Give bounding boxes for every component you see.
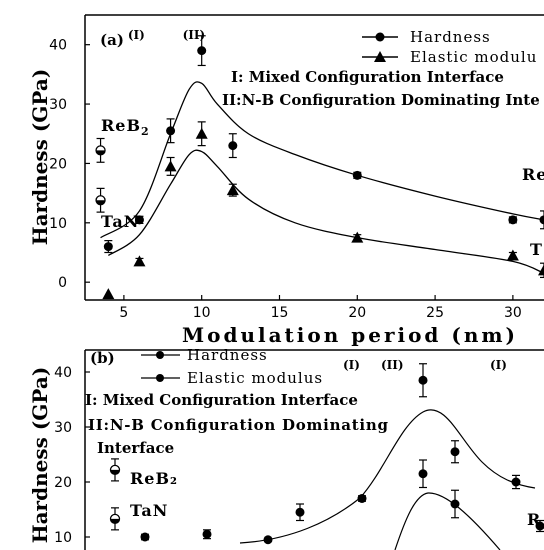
panel-a-re-edge-label: Re: [522, 165, 544, 184]
panel-b-reference-points: [109, 458, 121, 531]
panel-a-annotation-1: I: Mixed Configuration Interface: [231, 68, 504, 86]
panel-a-modulus-point: [538, 264, 544, 276]
panel-b-tan-label: TaN: [130, 501, 168, 520]
panel-a-hardness-point: [352, 170, 362, 180]
panel-b-hardness-point: [535, 521, 544, 531]
panel-b-ytick-label: 10: [54, 530, 72, 546]
panel-a-ref-point-half: [96, 150, 106, 155]
panel-b-hardness-point: [295, 507, 305, 517]
panel-a-t-edge-label: T: [530, 240, 543, 259]
legend-a-hardness-marker: [375, 32, 385, 42]
panel-a-modulus-point: [506, 249, 519, 261]
panel-b-ytick-label: 30: [54, 420, 72, 436]
panel-b-annotation-2: II:N-B Configuration Dominating: [88, 416, 389, 434]
panel-a-hardness-point: [197, 46, 207, 56]
panel-a-tan-label: TaN: [101, 212, 139, 231]
panel-a-hardness-point: [228, 141, 238, 151]
panel-a-xtick-label: 5: [119, 305, 128, 321]
panel-b-region-3: (I): [490, 358, 507, 372]
panel-a-hardness-point: [539, 215, 544, 225]
panel-b-annotation-1: I: Mixed Configuration Interface: [85, 391, 358, 409]
panel-b-hardness-point: [140, 532, 150, 542]
panel-b-region-1: (I): [343, 358, 360, 372]
panel-a-ytick-label: 40: [49, 38, 67, 54]
panel-a-hardness-point: [134, 215, 144, 225]
legend-b-hardness-label: Hardness: [187, 346, 268, 364]
panel-a-fit-curve-1: [100, 81, 544, 239]
panel-b-annotation-3: Interface: [97, 439, 174, 457]
panel-a-region-labels: (I) (II): [128, 28, 205, 42]
panel-a-modulus-point: [226, 184, 239, 196]
panel-a-xtick-label: 10: [193, 305, 211, 321]
legend-a-modulus-marker: [374, 51, 386, 62]
panel-a-xtick-label: 15: [271, 305, 289, 321]
panel-a-xtick-label: 30: [504, 305, 522, 321]
panel-a-ref-point-half: [96, 200, 106, 205]
panel-b-legend: Hardness Elastic modulus: [141, 346, 323, 387]
panel-a-hardness-point: [166, 126, 176, 136]
panel-b-hardness-point: [202, 529, 212, 539]
panel-a: 0 10 20 30 40 5 10 15 20 25 30 Hardness (GPa) Mod…: [28, 14, 544, 347]
panel-a-fit-curve-2: [107, 149, 544, 274]
panel-a-y-ticks: 0 10 20 30 40: [49, 38, 90, 291]
panel-a-label: (a): [100, 31, 124, 49]
legend-b-modulus-marker: [156, 374, 164, 382]
legend-b-modulus-label: Elastic modulus: [187, 369, 323, 387]
panel-b-hardness-point: [511, 477, 521, 487]
panel-b-hardness-point: [450, 447, 460, 457]
panel-b-ytick-label: 20: [54, 475, 72, 491]
panel-a-modulus-point: [133, 255, 146, 267]
panel-b-label: (b): [90, 349, 115, 367]
panel-a-hardness-point: [103, 242, 113, 252]
panel-a-modulus-point: [351, 231, 364, 243]
panel-b-ref-point-half: [110, 518, 120, 524]
panel-a-ytick-label: 30: [49, 97, 67, 113]
panel-a-x-ticks: 5 10 15 20 25 30: [119, 295, 522, 321]
panel-a-y-axis-label: Hardness (GPa): [28, 69, 52, 246]
panel-a-ytick-label: 20: [49, 156, 67, 172]
panel-a-hardness-point: [508, 215, 518, 225]
panel-b-y-ticks: 10 20 30 40: [54, 365, 90, 546]
panel-a-series: [102, 35, 544, 300]
panel-a-modulus-point: [102, 288, 115, 300]
panel-a-legend: Hardness Elastic modulu: [362, 28, 537, 66]
legend-a-modulus-label: Elastic modulu: [410, 48, 537, 66]
panel-b-hardness-point: [263, 535, 273, 545]
panel-b-series: [140, 363, 544, 545]
panel-a-modulus-point: [164, 160, 177, 172]
panel-b-hardness-point: [418, 375, 428, 385]
panel-a-xtick-label: 25: [426, 305, 444, 321]
panel-b-reb2-label: ReB₂: [130, 469, 178, 488]
panel-b-modulus-fit: [394, 492, 501, 550]
legend-a-hardness-label: Hardness: [410, 28, 491, 46]
panel-a-reference-points: [95, 137, 106, 213]
panel-a-fit-curves: [100, 81, 544, 274]
panel-b-region-2: (II): [381, 358, 404, 372]
panel-b-modulus-point: [418, 469, 428, 479]
panel-b-hardness-point: [357, 494, 367, 503]
panel-a-modulus-point: [195, 127, 208, 139]
panel-b-modulus-point: [450, 499, 460, 509]
panel-a-ytick-label: 0: [58, 275, 67, 291]
panel-a-ytick-label: 10: [49, 216, 67, 232]
panel-b: 10 20 30 40 Hardness (GPa) (b) I: Mixed Con…: [28, 346, 544, 550]
panel-b-ytick-label: 40: [54, 365, 72, 381]
panel-a-annotation-2: II:N-B Configuration Dominating Inte: [222, 91, 540, 109]
panel-b-hardness-fit: [239, 409, 536, 544]
panel-a-region-1: (I): [128, 28, 145, 42]
panel-a-region-2: (II): [183, 28, 206, 42]
panel-a-xtick-label: 20: [348, 305, 366, 321]
legend-b-hardness-marker: [156, 351, 164, 359]
panel-b-r-edge-label: R: [527, 510, 541, 529]
panel-b-ref-point-half: [110, 469, 120, 475]
panel-b-y-axis-label: Hardness (GPa): [28, 367, 52, 544]
panel-a-x-axis-label: Modulation period (nm): [182, 323, 518, 347]
panel-a-reb2-label: ReB2: [101, 116, 150, 138]
